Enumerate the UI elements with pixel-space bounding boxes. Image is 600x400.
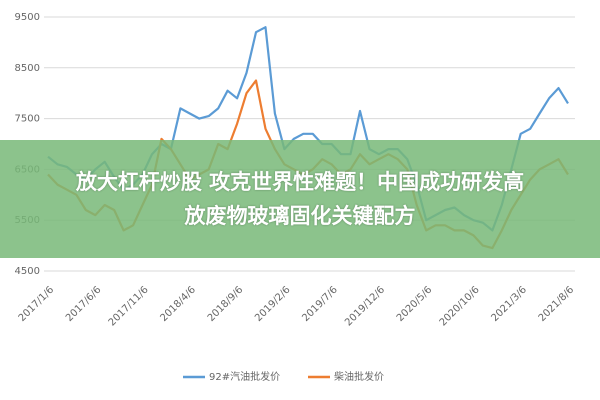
headline-line[interactable]: 放废物玻璃固化关键配方 [184, 204, 416, 228]
x-tick-label: 2018/4/6 [159, 284, 199, 324]
legend-label: 柴油批发价 [334, 370, 384, 383]
x-tick-label: 2017/1/6 [17, 284, 57, 324]
x-tick-label: 2019/2/6 [253, 284, 293, 324]
x-tick-label: 2017/6/6 [64, 284, 104, 324]
x-tick-label: 2019/7/6 [300, 284, 340, 324]
y-tick-label: 7500 [15, 114, 40, 125]
x-tick-label: 2017/11/6 [107, 284, 151, 328]
headline-banner[interactable]: 放大杠杆炒股 攻克世界性难题！中国成功研发高 放废物玻璃固化关键配方 [0, 140, 600, 258]
y-tick-label: 4500 [15, 266, 40, 277]
x-tick-label: 2020/5/6 [395, 284, 435, 324]
y-tick-label: 9500 [15, 12, 40, 23]
x-tick-label: 2020/10/6 [438, 284, 482, 328]
y-tick-label: 8500 [15, 63, 40, 74]
x-tick-label: 2019/12/6 [343, 284, 387, 328]
headline-line[interactable]: 放大杠杆炒股 攻克世界性难题！中国成功研发高 [75, 170, 525, 194]
x-tick-label: 2021/8/6 [537, 284, 577, 324]
x-tick-label: 2018/9/6 [206, 284, 246, 324]
x-tick-label: 2021/3/6 [489, 284, 529, 324]
legend-label: 92#汽油批发价 [209, 370, 280, 383]
